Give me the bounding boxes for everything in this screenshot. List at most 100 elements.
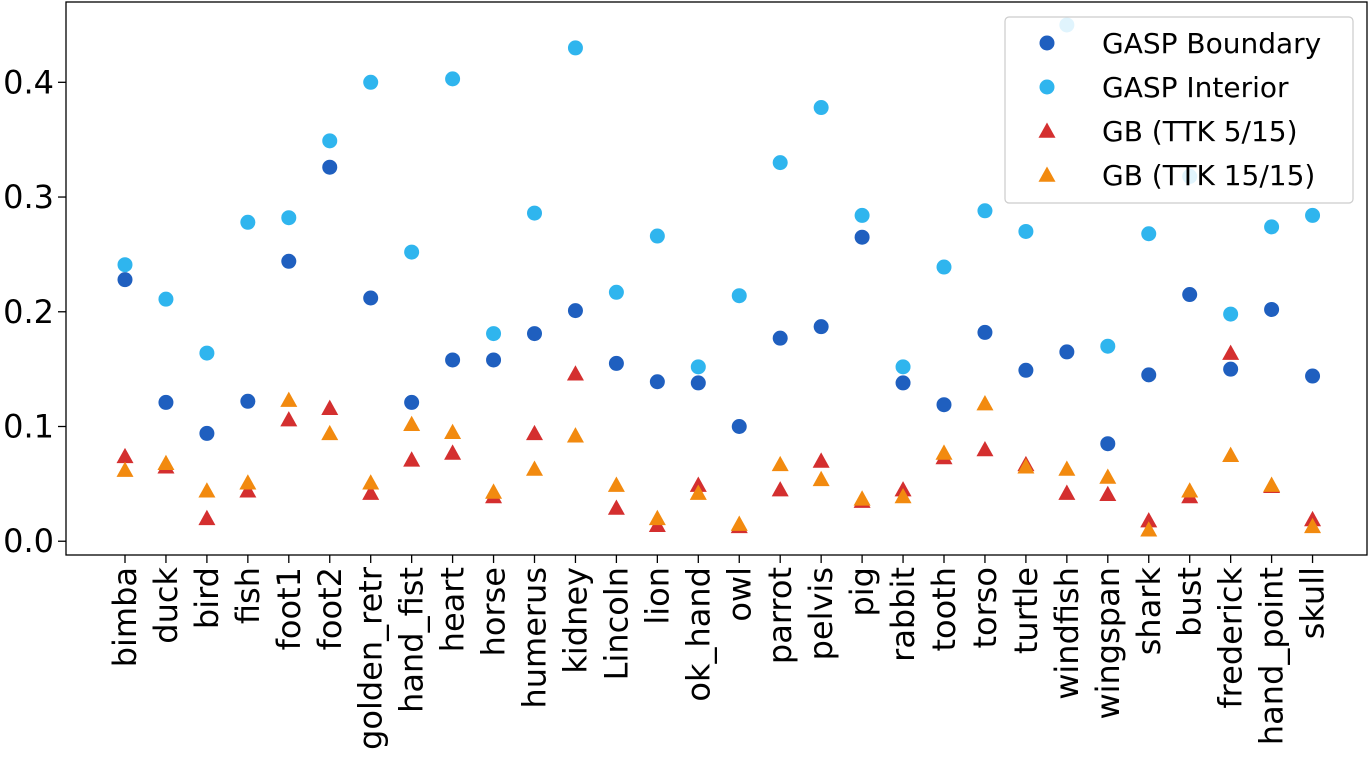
point-gb-ttk-15-15-bimba xyxy=(116,461,134,477)
point-gb-ttk-5-15-frederick xyxy=(1222,344,1240,360)
point-gb-ttk-5-15-wingspan xyxy=(1099,485,1117,501)
x-tick-label-bird: bird xyxy=(188,567,226,629)
point-gasp-interior-rabbit xyxy=(895,359,911,375)
series-gb-ttk-5-15 xyxy=(116,344,1322,534)
point-gb-ttk-15-15-torso xyxy=(976,395,994,411)
x-tick-label-golden-retr: golden_retr xyxy=(352,566,390,750)
x-tick-label-hand-point: hand_point xyxy=(1253,567,1291,745)
x-tick-label-torso: torso xyxy=(966,567,1004,649)
x-tick-label-wingspan: wingspan xyxy=(1089,567,1127,720)
point-gb-ttk-15-15-windfish xyxy=(1058,460,1076,476)
point-gasp-boundary-hand-point xyxy=(1264,301,1280,317)
point-gb-ttk-5-15-windfish xyxy=(1058,484,1076,500)
point-gb-ttk-15-15-duck xyxy=(157,454,175,471)
x-tick-label-parrot: parrot xyxy=(761,567,799,664)
x-axis: bimba duck bird fish foot1 foot2 golden_retr ha… xyxy=(106,555,1332,750)
point-gasp-boundary-frederick xyxy=(1223,361,1239,377)
point-gb-ttk-5-15-ok-hand xyxy=(689,476,707,492)
x-tick-label-owl: owl xyxy=(720,567,758,622)
x-tick-label-lincoln: Lincoln xyxy=(597,567,635,680)
point-gb-ttk-15-15-frederick xyxy=(1222,446,1240,462)
point-gasp-interior-torso xyxy=(977,203,993,219)
point-gasp-boundary-owl xyxy=(731,419,747,435)
point-gasp-interior-golden-retr xyxy=(363,74,379,90)
y-tick-label: 0.2 xyxy=(3,293,54,331)
point-gb-ttk-15-15-heart xyxy=(444,423,462,440)
point-gasp-interior-fish xyxy=(240,214,256,230)
point-gasp-boundary-fish xyxy=(240,393,256,409)
point-gasp-interior-skull xyxy=(1305,207,1321,223)
legend-label-gb-ttk-15-15: GB (TTK 15/15) xyxy=(1102,159,1315,192)
y-axis: 0.0 0.1 0.2 0.3 0.4 xyxy=(3,63,66,560)
point-gb-ttk-15-15-ok-hand xyxy=(689,484,707,500)
point-gb-ttk-15-15-wingspan xyxy=(1099,468,1117,484)
point-gb-ttk-5-15-shark xyxy=(1140,512,1158,528)
x-tick-label-heart: heart xyxy=(434,567,472,652)
legend-box xyxy=(1004,16,1354,204)
point-gasp-interior-shark xyxy=(1141,226,1157,242)
point-gasp-boundary-bird xyxy=(199,425,215,441)
point-gasp-interior-ok-hand xyxy=(690,359,706,375)
x-tick-label-bust: bust xyxy=(1171,567,1209,637)
y-tick-label: 0.3 xyxy=(3,178,54,216)
point-gasp-interior-foot2 xyxy=(322,133,338,149)
x-tick-label-tooth: tooth xyxy=(925,567,963,652)
x-tick-label-duck: duck xyxy=(147,567,185,644)
x-tick-label-foot2: foot2 xyxy=(311,567,349,650)
point-gasp-interior-foot1 xyxy=(281,210,297,226)
point-gasp-boundary-foot1 xyxy=(281,253,297,269)
legend-label-gb-ttk-5-15: GB (TTK 5/15) xyxy=(1102,115,1298,148)
point-gb-ttk-15-15-lion xyxy=(648,509,666,526)
legend: GASP Boundary GASP Interior GB (TTK 5/15) G… xyxy=(1004,16,1354,204)
y-tick-label: 0.0 xyxy=(3,522,54,560)
point-gb-ttk-15-15-shark xyxy=(1140,521,1158,537)
point-gasp-boundary-horse xyxy=(486,352,502,368)
point-gasp-boundary-duck xyxy=(158,394,174,410)
x-tick-label-rabbit: rabbit xyxy=(884,567,922,662)
point-gasp-boundary-shark xyxy=(1141,367,1157,383)
point-gb-ttk-15-15-lincoln xyxy=(607,476,625,492)
point-gasp-boundary-bimba xyxy=(117,272,133,288)
point-gb-ttk-15-15-parrot xyxy=(771,455,789,472)
point-gb-ttk-5-15-pelvis xyxy=(812,452,830,468)
point-gb-ttk-15-15-hand-point xyxy=(1263,476,1281,492)
point-gasp-interior-horse xyxy=(486,326,502,342)
x-tick-label-windfish: windfish xyxy=(1048,567,1086,700)
point-gb-ttk-15-15-pelvis xyxy=(812,470,830,487)
x-tick-label-bimba: bimba xyxy=(106,567,144,667)
point-gasp-interior-parrot xyxy=(772,155,788,171)
point-gb-ttk-15-15-pig xyxy=(853,490,871,506)
point-gasp-interior-bird xyxy=(199,345,215,361)
x-tick-label-shark: shark xyxy=(1130,567,1168,656)
point-gasp-boundary-foot2 xyxy=(322,159,338,175)
point-gasp-boundary-rabbit xyxy=(895,375,911,391)
point-gasp-interior-hand-point xyxy=(1264,219,1280,235)
point-gasp-boundary-heart xyxy=(445,352,461,368)
point-gasp-interior-kidney xyxy=(567,40,583,56)
point-gb-ttk-15-15-skull xyxy=(1304,517,1322,534)
point-gb-ttk-15-15-turtle xyxy=(1017,458,1035,474)
point-gb-ttk-15-15-foot2 xyxy=(321,424,339,441)
point-gasp-interior-lincoln xyxy=(608,284,624,300)
point-gb-ttk-15-15-kidney xyxy=(566,427,584,443)
point-gasp-boundary-ok-hand xyxy=(690,375,706,391)
point-gasp-interior-hand-fist xyxy=(404,244,420,260)
point-gasp-boundary-kidney xyxy=(567,303,583,319)
point-gasp-interior-wingspan xyxy=(1100,338,1116,354)
point-gb-ttk-5-15-bird xyxy=(198,509,216,526)
data-marks xyxy=(116,17,1322,537)
point-gb-ttk-5-15-torso xyxy=(976,440,994,457)
point-gb-ttk-15-15-golden-retr xyxy=(362,474,380,490)
point-gasp-interior-tooth xyxy=(936,259,952,275)
point-gb-ttk-15-15-foot1 xyxy=(280,391,298,407)
point-gasp-boundary-wingspan xyxy=(1100,436,1116,452)
point-gb-ttk-15-15-owl xyxy=(730,515,748,531)
legend-label-gasp-boundary: GASP Boundary xyxy=(1102,27,1321,60)
x-tick-label-turtle: turtle xyxy=(1007,567,1045,654)
point-gb-ttk-15-15-hand-fist xyxy=(403,415,421,432)
point-gasp-boundary-skull xyxy=(1305,368,1321,384)
point-gb-ttk-5-15-golden-retr xyxy=(362,484,380,500)
x-tick-label-humerus: humerus xyxy=(516,567,554,709)
point-gasp-boundary-turtle xyxy=(1018,362,1034,378)
